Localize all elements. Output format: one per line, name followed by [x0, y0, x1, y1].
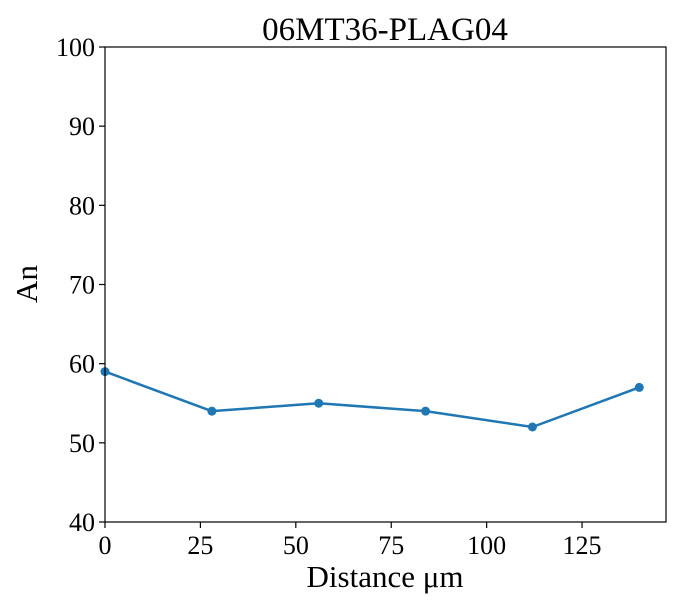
- data-point: [421, 406, 431, 416]
- y-tick-label: 50: [69, 429, 95, 458]
- data-point: [527, 422, 537, 432]
- y-axis: 40 50 60 70 80 90 100: [56, 33, 105, 537]
- y-tick-label: 60: [69, 350, 95, 379]
- y-axis-label: An: [9, 265, 44, 303]
- y-tick-label: 80: [69, 191, 95, 220]
- plot-area: [100, 367, 644, 432]
- x-tick-label: 100: [467, 531, 506, 560]
- chart-title: 06MT36-PLAG04: [262, 12, 508, 48]
- x-tick-label: 25: [187, 531, 213, 560]
- x-axis: 0 25 50 75 100 125: [99, 522, 602, 560]
- x-tick-label: 0: [99, 531, 112, 560]
- x-tick-label: 125: [563, 531, 602, 560]
- x-tick-label: 75: [378, 531, 404, 560]
- data-point: [634, 382, 644, 392]
- y-tick-label: 100: [56, 33, 95, 62]
- series-line: [104, 370, 640, 429]
- y-tick-label: 40: [69, 508, 95, 537]
- y-tick-label: 90: [69, 112, 95, 141]
- x-axis-label: Distance μm: [307, 559, 464, 594]
- data-point: [207, 406, 217, 416]
- x-tick-label: 50: [283, 531, 309, 560]
- plot-frame: [104, 46, 667, 523]
- y-tick-label: 70: [69, 271, 95, 300]
- data-point: [314, 398, 324, 408]
